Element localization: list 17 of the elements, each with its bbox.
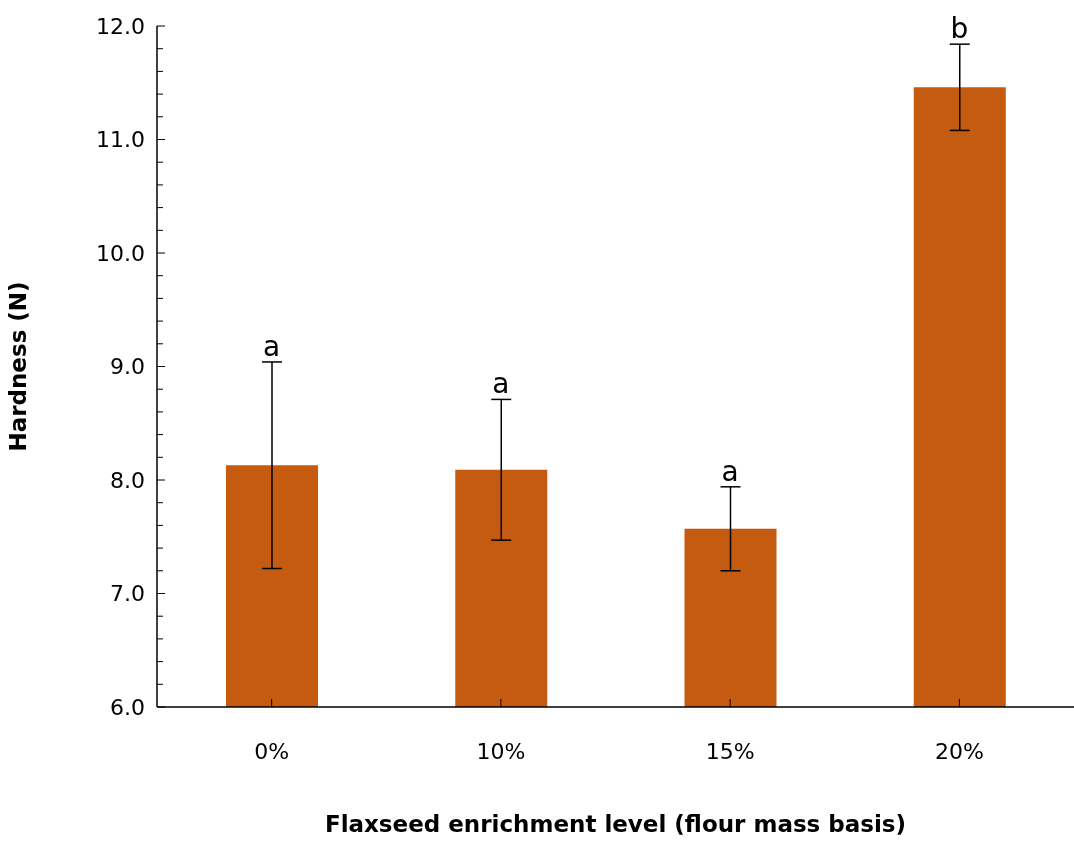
y-tick-label: 11.0 [96,127,145,152]
y-tick-label: 6.0 [110,694,145,720]
y-tick-label: 8.0 [110,467,145,493]
annotation: a [492,367,510,401]
annotation: a [263,329,281,363]
x-tick-label: 20% [934,739,984,764]
y-tick-label: 12.0 [96,13,145,39]
y-tick-label: 7.0 [110,581,145,606]
x-tick-label: 15% [705,739,755,764]
y-tick-label: 9.0 [110,354,145,379]
y-tick-label: 10.0 [96,240,145,266]
x-axis-title: Flaxseed enrichment level (flour mass basis) [324,811,907,837]
annotation: a [721,454,739,488]
x-tick-label: 10% [476,739,526,764]
annotation: b [950,12,969,46]
y-axis-title: Hardness (N) [5,281,32,452]
x-tick-label: 0% [254,739,290,764]
